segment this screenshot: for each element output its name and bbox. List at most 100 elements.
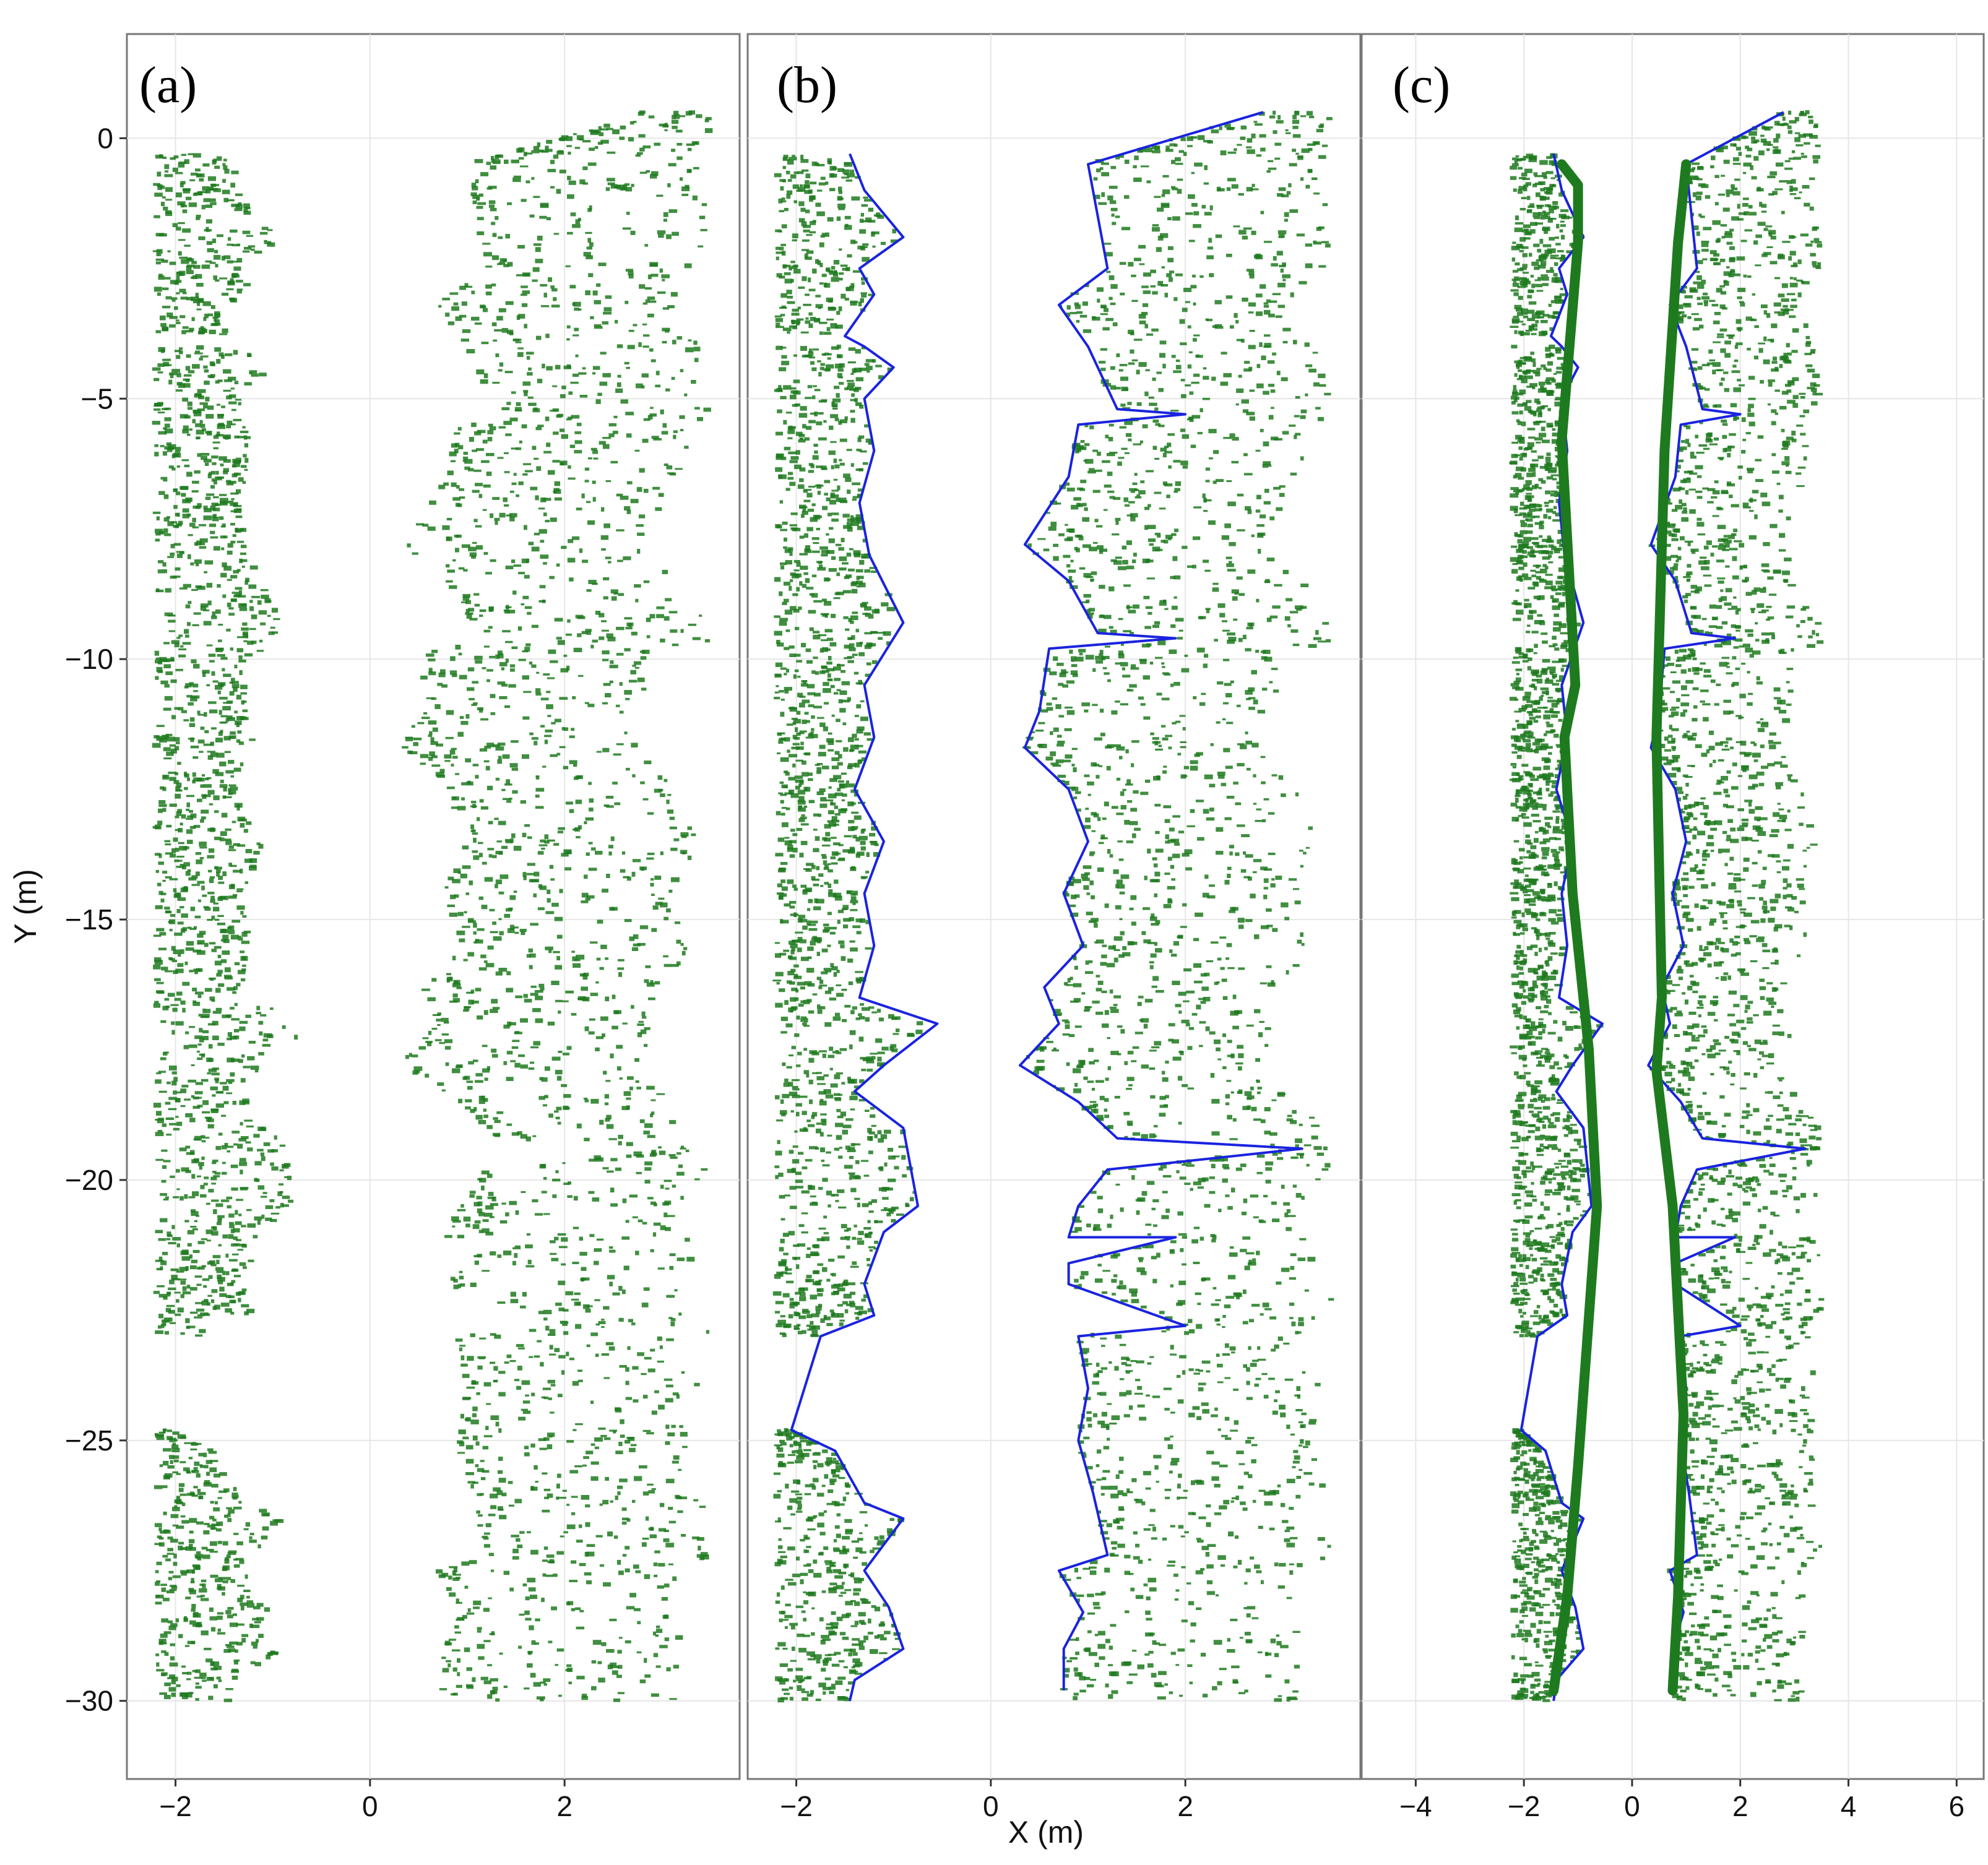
point-cloud-point — [239, 1559, 244, 1564]
point-cloud-point — [192, 1001, 201, 1006]
point-cloud-point — [170, 958, 175, 961]
point-cloud-point — [547, 168, 556, 173]
point-cloud-point — [531, 1640, 536, 1645]
point-cloud-point — [575, 354, 579, 358]
point-cloud-point — [579, 1562, 586, 1566]
point-cloud-point — [499, 258, 507, 262]
point-cloud-point — [624, 361, 629, 364]
point-cloud-point — [455, 1338, 463, 1342]
point-cloud-point — [792, 848, 798, 853]
point-cloud-point — [637, 1219, 643, 1223]
point-cloud-point — [530, 1673, 536, 1678]
point-cloud-point — [517, 1131, 522, 1135]
point-cloud-point — [158, 491, 165, 495]
point-cloud-point — [868, 293, 875, 296]
point-cloud-point — [850, 848, 855, 853]
point-cloud-point — [855, 1316, 860, 1320]
point-cloud-point — [485, 963, 495, 968]
point-cloud-point — [195, 168, 201, 172]
point-cloud-point — [548, 1333, 556, 1336]
point-cloud-point — [203, 743, 212, 746]
point-cloud-point — [232, 991, 236, 994]
point-cloud-point — [475, 1073, 483, 1077]
point-cloud-point — [479, 609, 486, 613]
point-cloud-point — [233, 1487, 237, 1491]
point-cloud-point — [249, 738, 256, 741]
point-cloud-point — [777, 409, 782, 413]
point-cloud-point — [550, 1240, 556, 1244]
point-cloud-point — [195, 1334, 203, 1337]
point-cloud-point — [637, 678, 645, 683]
point-cloud-point — [472, 804, 476, 808]
point-cloud-point — [154, 1001, 159, 1004]
point-cloud-point — [778, 230, 782, 233]
point-cloud-point — [156, 1561, 162, 1566]
point-cloud-point — [217, 1628, 221, 1632]
point-cloud-point — [892, 1155, 900, 1158]
point-cloud-point — [873, 214, 882, 217]
point-cloud-point — [467, 608, 475, 612]
point-cloud-point — [775, 1150, 782, 1156]
point-cloud-point — [227, 1145, 234, 1148]
point-cloud-point — [830, 326, 839, 329]
point-cloud-point — [585, 629, 592, 632]
point-cloud-point — [230, 492, 239, 495]
point-cloud-point — [183, 719, 189, 721]
point-cloud-point — [224, 168, 230, 174]
point-cloud-point — [186, 354, 191, 358]
point-cloud-point — [234, 962, 240, 965]
point-cloud-point — [227, 376, 236, 381]
point-cloud-point — [542, 765, 547, 768]
point-cloud-point — [573, 301, 581, 307]
point-cloud-point — [576, 1123, 582, 1129]
point-cloud-point — [197, 1492, 206, 1496]
point-cloud-point — [154, 444, 158, 447]
point-cloud-point — [196, 540, 202, 546]
point-cloud-point — [450, 656, 456, 661]
point-cloud-point — [534, 989, 543, 993]
point-cloud-point — [172, 1524, 179, 1527]
point-cloud-point — [485, 572, 492, 575]
point-cloud-point — [205, 226, 209, 230]
point-cloud-point — [191, 1442, 199, 1446]
point-cloud-point — [437, 1023, 441, 1026]
point-cloud-point — [202, 163, 210, 167]
point-cloud-point — [672, 1576, 677, 1581]
point-cloud-point — [634, 449, 640, 452]
point-cloud-point — [227, 1614, 233, 1619]
point-cloud-point — [632, 859, 641, 863]
point-cloud-point — [512, 790, 518, 794]
point-cloud-point — [232, 534, 236, 537]
point-cloud-point — [266, 1654, 271, 1660]
point-cloud-point — [842, 1124, 852, 1129]
point-cloud-point — [211, 478, 215, 482]
point-cloud-point — [536, 1696, 545, 1700]
point-cloud-point — [814, 389, 821, 392]
point-cloud-point — [456, 930, 465, 936]
point-cloud-point — [483, 1640, 491, 1642]
point-cloud-point — [550, 1384, 556, 1387]
point-cloud-point — [680, 429, 684, 431]
point-cloud-point — [172, 1237, 181, 1241]
point-cloud-point — [785, 171, 790, 174]
point-cloud-point — [212, 507, 220, 512]
point-cloud-point — [203, 621, 212, 626]
point-cloud-point — [532, 279, 538, 282]
point-cloud-point — [214, 1077, 220, 1081]
point-cloud-point — [558, 1694, 562, 1697]
point-cloud-point — [154, 1432, 158, 1437]
point-cloud-point — [795, 779, 804, 783]
point-cloud-point — [821, 233, 826, 236]
point-cloud-point — [509, 1359, 516, 1363]
point-cloud-point — [191, 317, 195, 321]
point-cloud-point — [803, 303, 811, 306]
point-cloud-point — [162, 1006, 169, 1010]
point-cloud-point — [589, 798, 594, 803]
point-cloud-point — [203, 1530, 210, 1535]
point-cloud-point — [859, 218, 864, 223]
point-cloud-point — [173, 737, 180, 742]
point-cloud-point — [498, 756, 502, 760]
point-cloud-point — [775, 246, 780, 250]
point-cloud-point — [205, 1658, 213, 1663]
point-cloud-point — [629, 1194, 638, 1198]
